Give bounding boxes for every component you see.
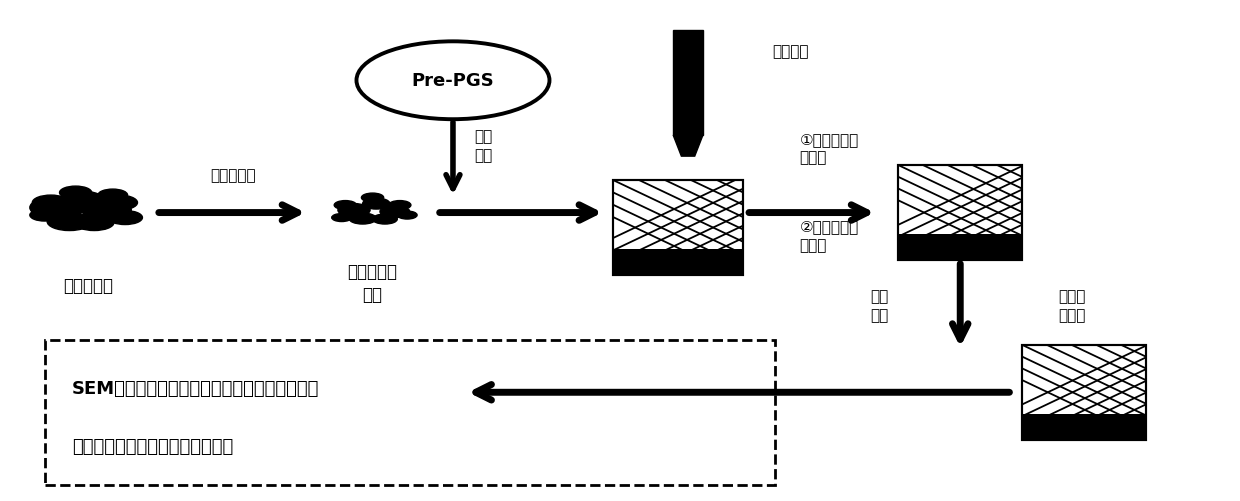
Text: 普通盐颗粒: 普通盐颗粒 xyxy=(63,277,113,295)
Text: SEM，孔隙率测定，元素分析，力学性能测试，: SEM，孔隙率测定，元素分析，力学性能测试， xyxy=(72,379,319,397)
Circle shape xyxy=(388,201,410,210)
Bar xyxy=(898,166,1022,261)
Circle shape xyxy=(100,196,138,210)
Text: 打印参数: 打印参数 xyxy=(773,44,808,59)
Text: 粉碎，过筛: 粉碎，过筛 xyxy=(210,168,255,183)
Circle shape xyxy=(335,201,356,210)
Circle shape xyxy=(348,213,376,224)
Circle shape xyxy=(98,190,128,202)
Circle shape xyxy=(361,194,383,203)
Text: 去离子
水盐析: 去离子 水盐析 xyxy=(1058,289,1085,322)
Circle shape xyxy=(74,215,114,231)
Circle shape xyxy=(372,214,397,224)
Circle shape xyxy=(362,199,389,209)
Circle shape xyxy=(60,187,92,200)
Bar xyxy=(1022,345,1146,440)
Circle shape xyxy=(30,209,60,221)
Bar xyxy=(898,166,1022,261)
Bar xyxy=(614,181,743,276)
Bar xyxy=(898,166,1022,261)
Circle shape xyxy=(30,197,84,219)
Polygon shape xyxy=(673,136,703,157)
Text: Pre-PGS: Pre-PGS xyxy=(412,72,495,90)
Text: ①低温初步固
化交联: ①低温初步固 化交联 xyxy=(800,132,858,165)
Circle shape xyxy=(60,192,104,209)
Circle shape xyxy=(47,213,92,231)
Bar xyxy=(1022,345,1146,440)
Text: 冷冻
干燥: 冷冻 干燥 xyxy=(870,289,889,322)
Circle shape xyxy=(332,214,351,222)
Bar xyxy=(614,181,743,276)
Circle shape xyxy=(356,42,549,120)
Text: 生物相容性测试，生物可降解性，: 生物相容性测试，生物可降解性， xyxy=(72,437,233,454)
Circle shape xyxy=(82,201,131,220)
Circle shape xyxy=(108,211,143,225)
Bar xyxy=(614,181,743,276)
Bar xyxy=(1022,414,1146,440)
Bar xyxy=(1022,345,1146,440)
Circle shape xyxy=(32,196,69,210)
Circle shape xyxy=(339,204,370,217)
Bar xyxy=(673,31,703,136)
Bar xyxy=(898,235,1022,261)
Bar xyxy=(614,181,743,276)
Circle shape xyxy=(379,206,409,218)
Text: 混合
比例: 混合 比例 xyxy=(474,129,492,163)
Bar xyxy=(898,166,1022,261)
Text: ②高温完全固
化交联: ②高温完全固 化交联 xyxy=(800,219,858,253)
FancyBboxPatch shape xyxy=(45,340,775,484)
Bar xyxy=(1022,345,1146,440)
Text: 指定规格盐
颗粒: 指定规格盐 颗粒 xyxy=(347,262,398,304)
Bar xyxy=(614,250,743,276)
Circle shape xyxy=(397,211,417,219)
